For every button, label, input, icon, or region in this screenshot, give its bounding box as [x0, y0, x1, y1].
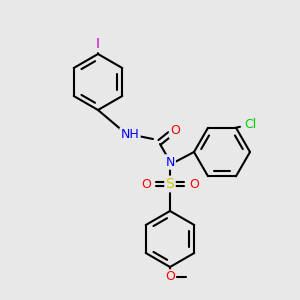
Text: O: O	[165, 271, 175, 284]
Text: O: O	[170, 124, 180, 137]
Text: NH: NH	[121, 128, 140, 142]
Text: I: I	[96, 37, 100, 51]
Text: S: S	[166, 177, 174, 191]
Text: O: O	[189, 178, 199, 190]
Text: O: O	[141, 178, 151, 190]
Text: N: N	[165, 155, 175, 169]
Text: Cl: Cl	[244, 118, 256, 131]
